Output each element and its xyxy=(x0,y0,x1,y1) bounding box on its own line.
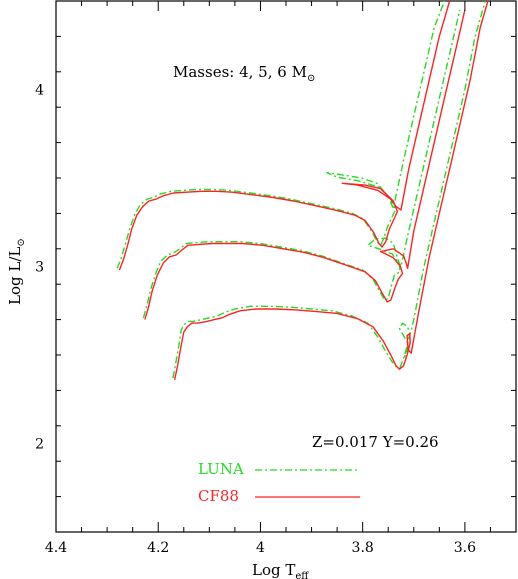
legend: LUNA CF88 xyxy=(198,460,360,505)
legend-luna-label: LUNA xyxy=(198,460,244,478)
x-tick-label: 3.8 xyxy=(352,540,374,556)
track-cf88-5msun xyxy=(144,9,466,320)
masses-text: Masses: 4, 5, 6 M xyxy=(173,63,307,81)
y-axis-label-main: Log L/L xyxy=(6,247,24,305)
track-cf88-6msun xyxy=(118,1,451,271)
x-axis-label-sub: eff xyxy=(295,571,309,579)
track-luna-5msun xyxy=(142,9,461,318)
y-axis-label-sub: ⊙ xyxy=(16,238,27,246)
y-tick-label: 2 xyxy=(35,437,44,453)
x-tick-label: 3.6 xyxy=(454,540,476,556)
y-tick-label: 4 xyxy=(35,83,44,99)
track-luna-6msun xyxy=(116,1,446,269)
y-tick-label: 3 xyxy=(35,260,44,276)
x-tick-label: 4 xyxy=(256,540,265,556)
legend-cf88-label: CF88 xyxy=(198,487,239,505)
masses-sun-symbol: ⊙ xyxy=(307,73,315,84)
y-axis-label: Log L/L⊙ xyxy=(6,238,27,305)
masses-annotation: Masses: 4, 5, 6 M⊙ xyxy=(173,63,315,84)
tracks-layer xyxy=(116,1,489,380)
x-tick-label: 4.4 xyxy=(45,540,67,556)
ticks-layer: 4.4 4.2 4 3.8 3.6 2 3 4 xyxy=(35,0,517,556)
x-axis-label: Log Teff xyxy=(252,561,309,579)
x-tick-label: 4.2 xyxy=(147,540,169,556)
composition-annotation: Z=0.017 Y=0.26 xyxy=(312,433,439,451)
x-axis-label-main: Log T xyxy=(252,561,295,579)
track-cf88-4msun xyxy=(173,1,489,380)
